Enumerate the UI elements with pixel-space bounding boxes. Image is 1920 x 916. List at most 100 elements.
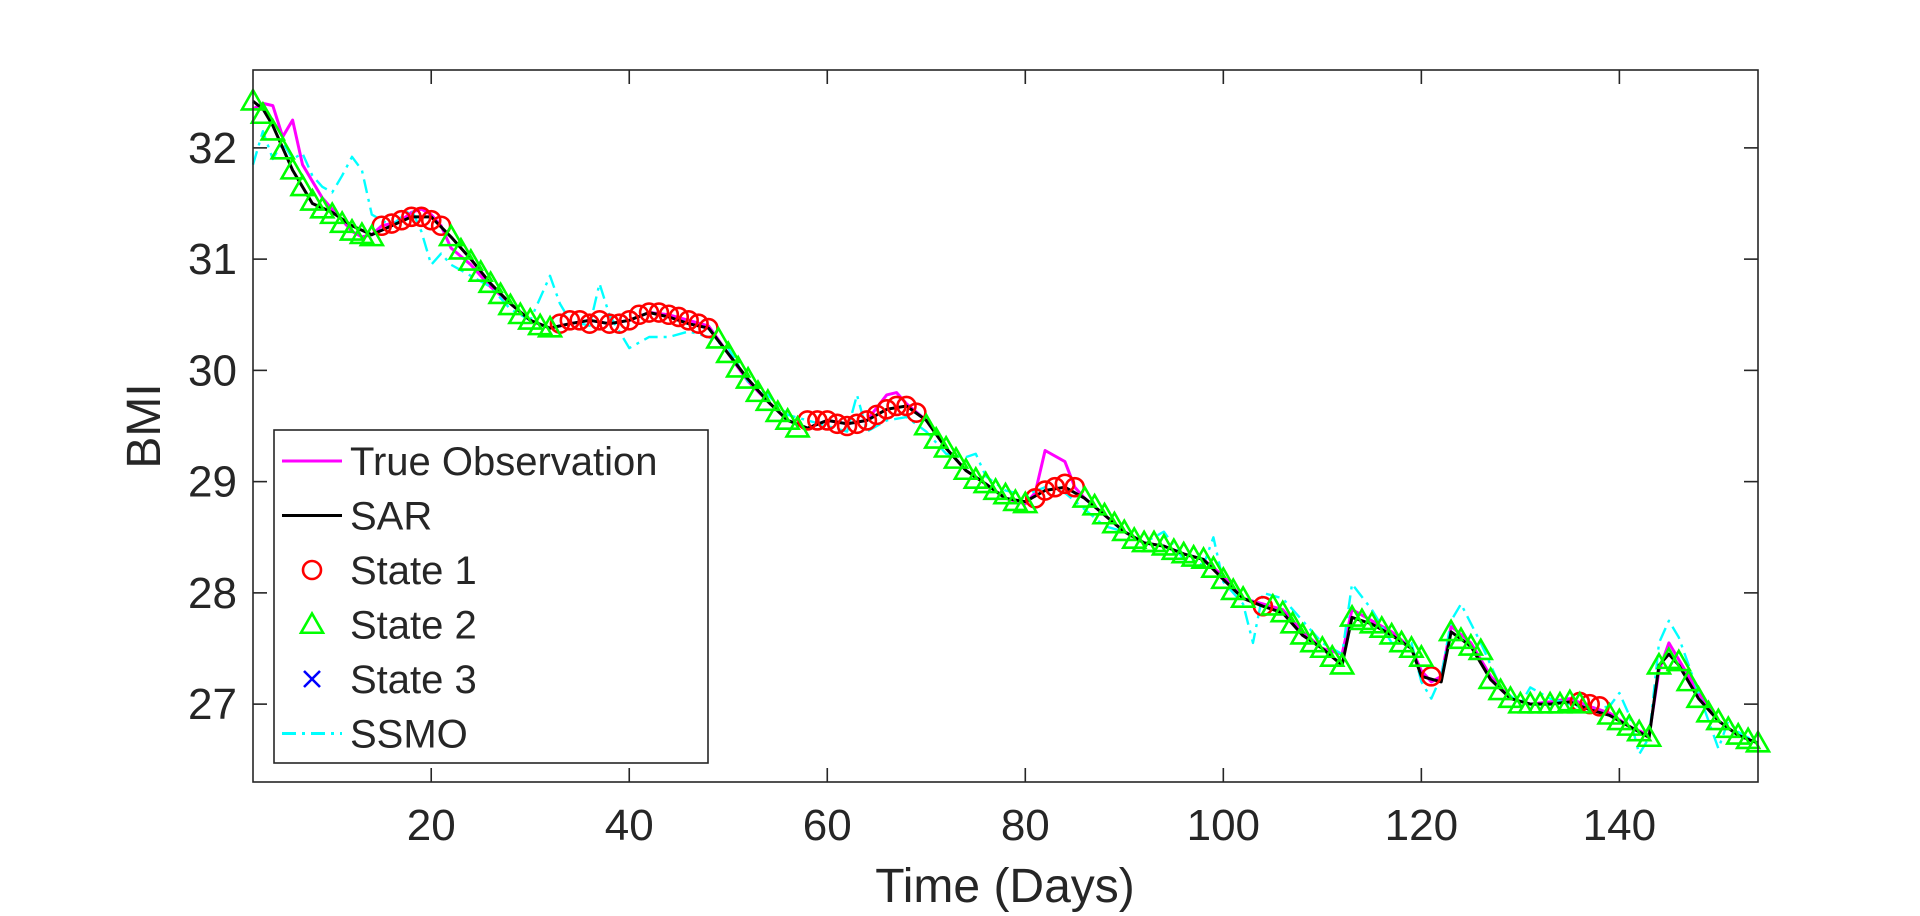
state-2-marker	[328, 209, 356, 234]
state-1-marker	[618, 310, 640, 331]
state-2-marker	[1210, 565, 1237, 590]
state-2-marker	[1408, 643, 1435, 667]
x-tick-label: 140	[1583, 801, 1656, 850]
legend-item-state-1: State 1	[301, 549, 477, 593]
state-2-marker	[1269, 599, 1296, 623]
state-2-marker	[1685, 684, 1712, 709]
state-2-marker	[1665, 648, 1693, 672]
state-1-marker	[579, 313, 600, 334]
state-2-marker	[1477, 666, 1504, 690]
x-tick-label: 120	[1385, 801, 1458, 850]
state-2-marker	[952, 456, 980, 481]
state-2-marker	[922, 425, 950, 449]
x-tick-label: 20	[407, 801, 456, 850]
state-2-marker	[1635, 723, 1663, 748]
y-axis-label: BMI	[118, 383, 171, 468]
state-1-marker	[559, 310, 581, 331]
state-2-marker	[289, 173, 316, 197]
legend-item-ssmo: SSMO	[282, 713, 468, 757]
state-1-marker	[876, 399, 897, 420]
state-1-marker	[658, 304, 680, 326]
state-2-marker	[467, 258, 494, 283]
state-2-marker	[1546, 690, 1574, 714]
state-2-marker	[447, 236, 475, 260]
x-tick-label: 60	[803, 801, 852, 850]
state-1-marker	[807, 410, 828, 431]
legend-label-state-1: State 1	[350, 549, 477, 593]
x-tick-label: 40	[605, 801, 654, 850]
legend: True Observation SAR State 1 State 2 State 3…	[273, 429, 709, 764]
y-tick-label: 27	[188, 680, 237, 729]
state-1-marker	[866, 404, 888, 426]
state-2-marker	[754, 387, 782, 412]
legend-label-state-2: State 2	[350, 604, 477, 648]
y-tick-label: 31	[188, 235, 237, 284]
state-2-marker	[536, 314, 564, 338]
legend-swatch-state-1	[301, 559, 323, 581]
state-2-marker	[358, 223, 386, 247]
state-2-marker	[1289, 621, 1316, 645]
state-2-marker	[1309, 634, 1336, 659]
state-2-marker	[1101, 510, 1128, 534]
state-1-marker	[381, 213, 402, 234]
state-1-marker	[1044, 476, 1066, 498]
state-2-marker	[705, 325, 732, 349]
legend-label-sar: SAR	[350, 495, 432, 539]
state-2-marker	[1675, 668, 1702, 692]
state-2-marker	[259, 117, 287, 141]
state-1-marker	[886, 395, 907, 417]
state-2-marker	[497, 292, 524, 316]
state-1-marker	[846, 413, 868, 435]
state-2-marker	[1487, 677, 1514, 701]
state-1-marker	[589, 310, 610, 331]
state-2-marker	[1606, 707, 1633, 731]
state-2-marker	[437, 223, 465, 247]
state-1-marker	[391, 209, 412, 231]
series-layer	[239, 87, 1772, 756]
state-2-marker	[1299, 629, 1326, 653]
state-1-marker	[628, 304, 650, 326]
y-tick-label: 32	[188, 124, 237, 173]
state-2-marker	[1368, 614, 1395, 639]
state-2-marker	[1695, 699, 1722, 723]
state-2-marker	[1328, 651, 1356, 675]
state-2-marker	[913, 412, 940, 436]
state-1-marker	[599, 313, 620, 334]
state-1-marker	[569, 310, 591, 331]
state-2-marker	[724, 354, 752, 378]
state-2-marker	[309, 195, 336, 219]
state-1-marker	[826, 413, 848, 435]
state-2-marker	[1219, 577, 1247, 601]
legend-item-true-observation: True Observation	[282, 440, 658, 484]
legend-label-ssmo: SSMO	[350, 713, 468, 757]
state-2-marker	[1229, 584, 1257, 608]
state-2-marker	[1378, 621, 1405, 645]
state-1-marker	[816, 410, 838, 431]
state-2-marker	[1319, 643, 1346, 667]
state-2-marker	[318, 201, 346, 225]
state-1-marker	[638, 302, 660, 323]
legend-label-state-3: State 3	[350, 658, 477, 702]
state-2-marker	[1467, 637, 1495, 661]
state-2-marker	[715, 340, 742, 364]
state-1-marker	[906, 402, 927, 423]
state-1-marker	[856, 410, 878, 431]
state-2-marker	[1705, 707, 1732, 731]
legend-box	[273, 429, 709, 764]
state-2-marker	[279, 156, 306, 180]
state-1-marker	[1054, 473, 1076, 495]
legend-item-sar: SAR	[282, 495, 432, 539]
state-2-marker	[249, 100, 277, 125]
state-2-marker	[1200, 554, 1227, 578]
state-2-marker	[1071, 484, 1098, 508]
state-2-marker	[1398, 634, 1425, 659]
state-2-marker	[972, 470, 999, 494]
state-2-marker	[1259, 592, 1287, 616]
state-2-marker	[299, 187, 326, 211]
state-1-marker	[668, 306, 690, 328]
state-2-marker	[942, 445, 970, 469]
state-2-marker	[1111, 518, 1138, 542]
x-tick-label: 80	[1001, 801, 1050, 850]
x-tick-label: 100	[1187, 801, 1260, 850]
